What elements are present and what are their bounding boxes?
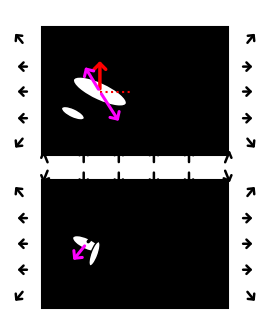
Ellipse shape (89, 241, 100, 266)
Bar (42, 27, 228, 155)
Bar (42, 180, 228, 308)
Ellipse shape (73, 77, 127, 106)
Ellipse shape (72, 235, 100, 252)
Ellipse shape (61, 107, 85, 120)
